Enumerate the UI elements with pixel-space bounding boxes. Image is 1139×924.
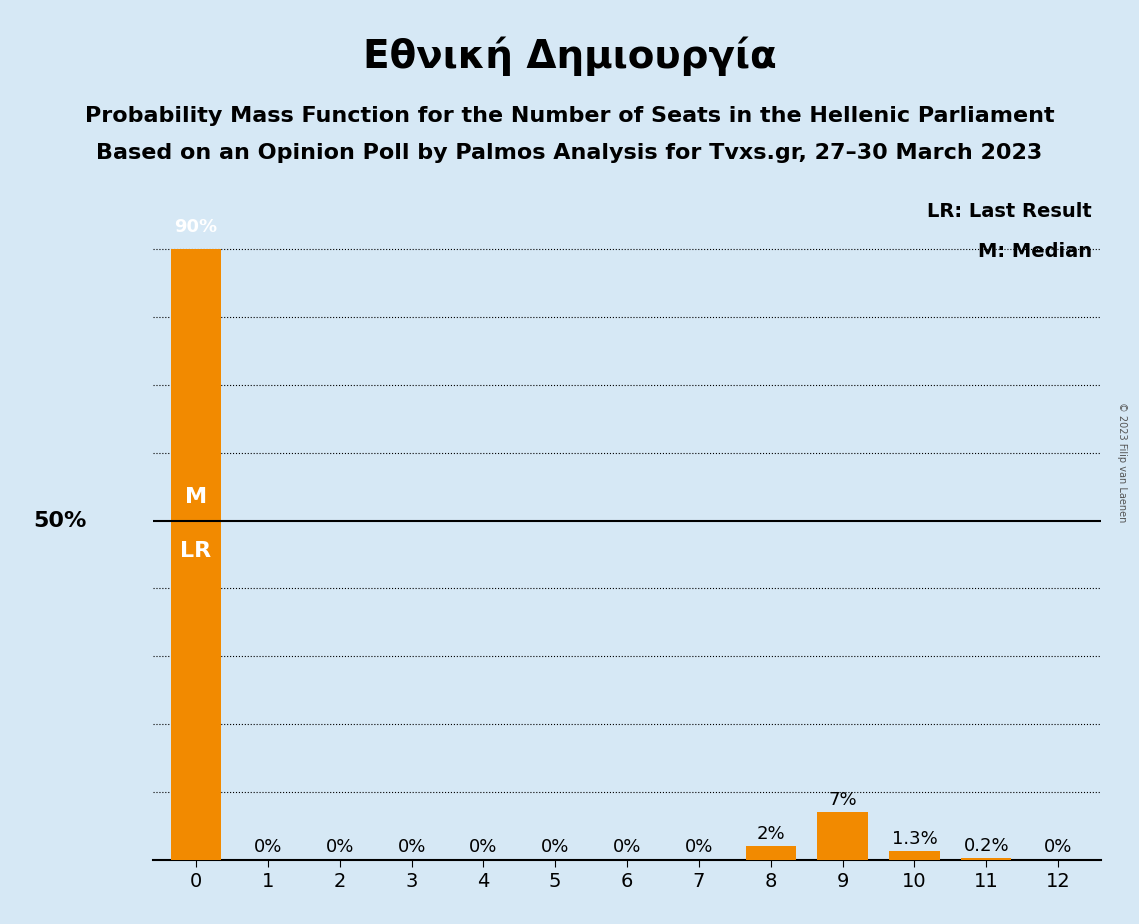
Bar — [818, 812, 868, 859]
Text: 90%: 90% — [174, 217, 218, 236]
Text: 0%: 0% — [469, 838, 498, 857]
Text: LR: LR — [180, 541, 212, 561]
Bar — [890, 851, 940, 859]
Text: 0%: 0% — [1044, 838, 1072, 857]
Bar — [961, 858, 1011, 859]
Text: 0%: 0% — [685, 838, 713, 857]
Bar — [171, 249, 221, 859]
Text: 0%: 0% — [398, 838, 426, 857]
Text: M: M — [185, 487, 207, 507]
Text: 7%: 7% — [828, 791, 857, 808]
Text: M: Median: M: Median — [977, 242, 1092, 261]
Text: © 2023 Filip van Laenen: © 2023 Filip van Laenen — [1117, 402, 1126, 522]
Bar — [746, 846, 796, 859]
Text: Based on an Opinion Poll by Palmos Analysis for Tvxs.gr, 27–30 March 2023: Based on an Opinion Poll by Palmos Analy… — [97, 143, 1042, 164]
Text: 50%: 50% — [33, 511, 87, 530]
Text: 1.3%: 1.3% — [892, 830, 937, 847]
Text: Probability Mass Function for the Number of Seats in the Hellenic Parliament: Probability Mass Function for the Number… — [84, 106, 1055, 127]
Text: 0.2%: 0.2% — [964, 837, 1009, 855]
Text: 0%: 0% — [326, 838, 354, 857]
Text: 0%: 0% — [613, 838, 641, 857]
Text: 0%: 0% — [254, 838, 282, 857]
Text: LR: Last Result: LR: Last Result — [927, 201, 1092, 221]
Text: 0%: 0% — [541, 838, 570, 857]
Text: 2%: 2% — [756, 825, 785, 843]
Text: Εθνική Δημιουργία: Εθνική Δημιουργία — [362, 37, 777, 77]
